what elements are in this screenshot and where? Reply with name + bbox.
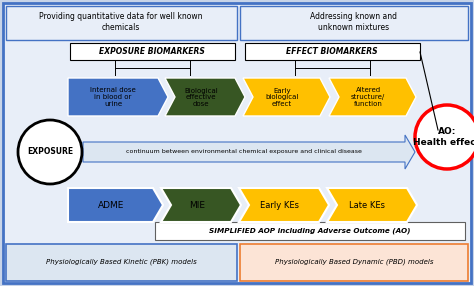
Polygon shape (239, 188, 329, 222)
Text: Physiologically Based Kinetic (PBK) models: Physiologically Based Kinetic (PBK) mode… (46, 259, 196, 265)
Polygon shape (68, 188, 163, 222)
Text: EFFECT BIOMARKERS: EFFECT BIOMARKERS (286, 47, 378, 55)
Text: SIMPLIFIED AOP including Adverse Outcome (AO): SIMPLIFIED AOP including Adverse Outcome… (209, 228, 411, 234)
Text: Early
biological
effect: Early biological effect (265, 88, 299, 106)
Text: Physiologically Based Dynamic (PBD) models: Physiologically Based Dynamic (PBD) mode… (275, 259, 433, 265)
FancyBboxPatch shape (6, 244, 237, 281)
Text: Addressing known and
unknown mixtures: Addressing known and unknown mixtures (310, 12, 398, 32)
FancyBboxPatch shape (240, 244, 468, 281)
Text: EXPOSURE BIOMARKERS: EXPOSURE BIOMARKERS (99, 47, 205, 55)
FancyBboxPatch shape (70, 43, 235, 60)
Text: ADME: ADME (98, 200, 124, 210)
Polygon shape (327, 188, 417, 222)
Polygon shape (83, 135, 415, 169)
Text: Late KEs: Late KEs (349, 200, 385, 210)
Circle shape (415, 105, 474, 169)
FancyBboxPatch shape (245, 43, 420, 60)
Text: Internal dose
in blood or
urine: Internal dose in blood or urine (90, 88, 136, 106)
FancyBboxPatch shape (155, 222, 465, 240)
Text: Early KEs: Early KEs (260, 200, 299, 210)
Text: Biological
effective
dose: Biological effective dose (184, 88, 218, 106)
Polygon shape (68, 78, 168, 116)
Text: Providing quantitative data for well known
chemicals: Providing quantitative data for well kno… (39, 12, 203, 32)
Text: EXPOSURE: EXPOSURE (27, 148, 73, 156)
Text: Altered
structure/
function: Altered structure/ function (351, 88, 385, 106)
Polygon shape (161, 188, 241, 222)
FancyBboxPatch shape (3, 3, 471, 283)
Polygon shape (165, 78, 245, 116)
Text: MIE: MIE (189, 200, 205, 210)
Text: continuum between environmental chemical exposure and clinical disease: continuum between environmental chemical… (126, 150, 362, 154)
FancyBboxPatch shape (6, 6, 237, 40)
Circle shape (18, 120, 82, 184)
Text: AO:
Health effect: AO: Health effect (413, 127, 474, 147)
Polygon shape (243, 78, 330, 116)
FancyBboxPatch shape (240, 6, 468, 40)
Polygon shape (329, 78, 416, 116)
